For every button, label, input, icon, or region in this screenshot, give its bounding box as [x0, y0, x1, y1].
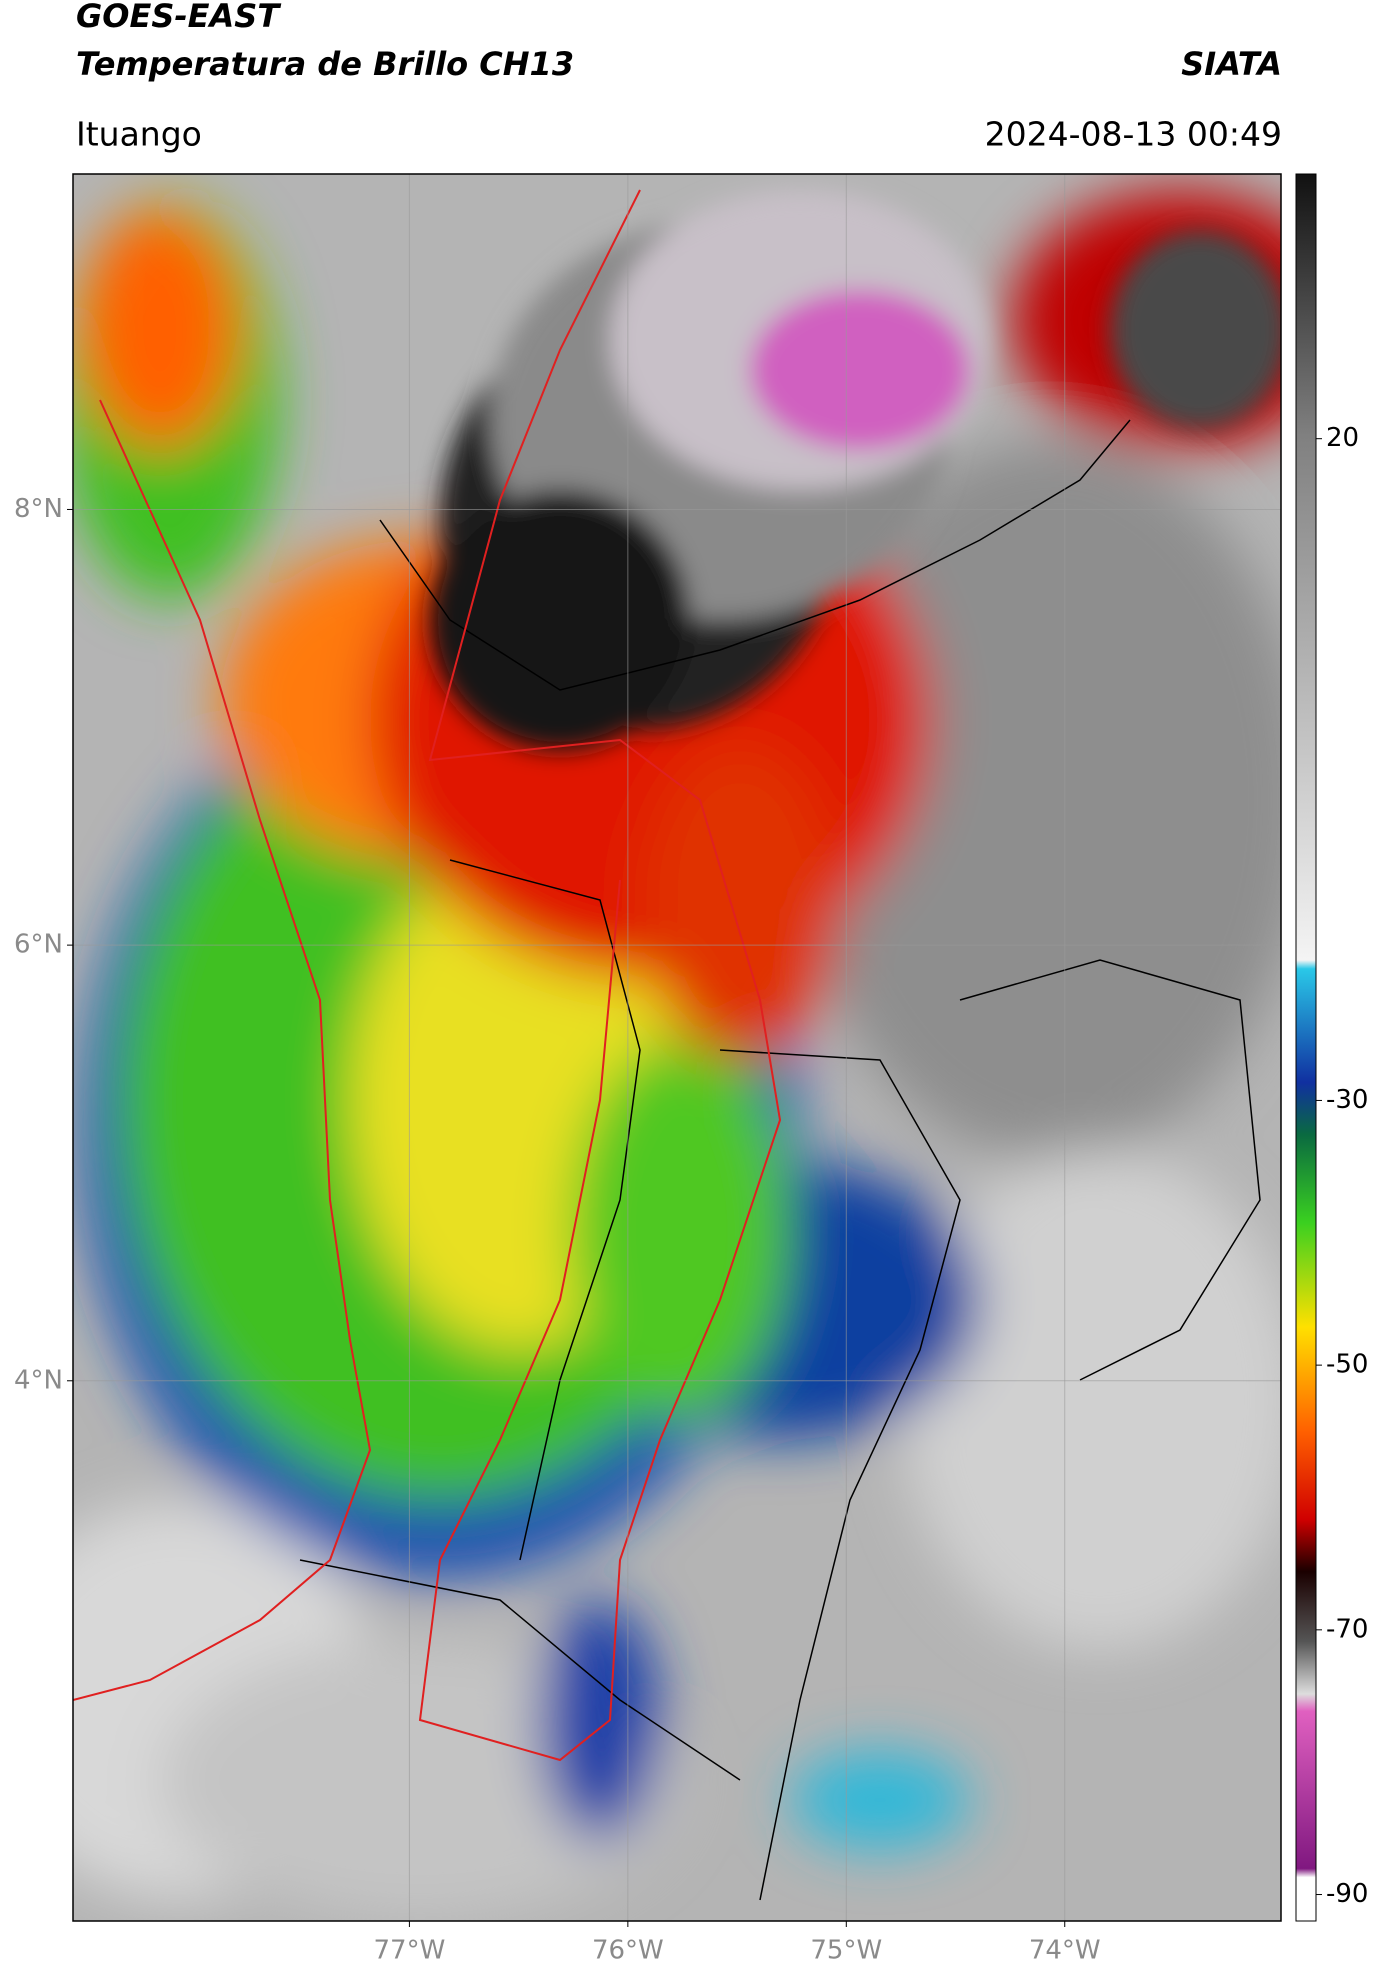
y-tick-label: 8°N [14, 494, 63, 524]
subtitle: Temperatura de Brillo CH13 [76, 45, 574, 83]
grid [73, 174, 1281, 1921]
colorbar-tick-label: -70 [1326, 1614, 1368, 1644]
datetime: 2024-08-13 00:49 [985, 115, 1282, 154]
location: Ituango [76, 115, 202, 154]
satellite-image [73, 174, 1281, 1921]
y-tick-label: 4°N [14, 1365, 63, 1395]
x-tick-label: 75°W [810, 1936, 882, 1966]
x-tick-label: 77°W [374, 1936, 446, 1966]
colorbar-tick-label: -90 [1326, 1879, 1368, 1909]
brand: SIATA [1181, 45, 1282, 83]
x-tick-label: 74°W [1029, 1936, 1101, 1966]
title: GOES-EAST [76, 0, 281, 35]
y-tick-label: 6°N [14, 930, 63, 960]
colorbar-tick-label: -50 [1326, 1350, 1368, 1380]
map-frame [72, 173, 1282, 1922]
colorbar-tick-label: -30 [1326, 1085, 1368, 1115]
x-tick-label: 76°W [592, 1936, 664, 1966]
colorbar-tick-label: 20 [1326, 423, 1359, 453]
colorbar [1295, 173, 1317, 1922]
